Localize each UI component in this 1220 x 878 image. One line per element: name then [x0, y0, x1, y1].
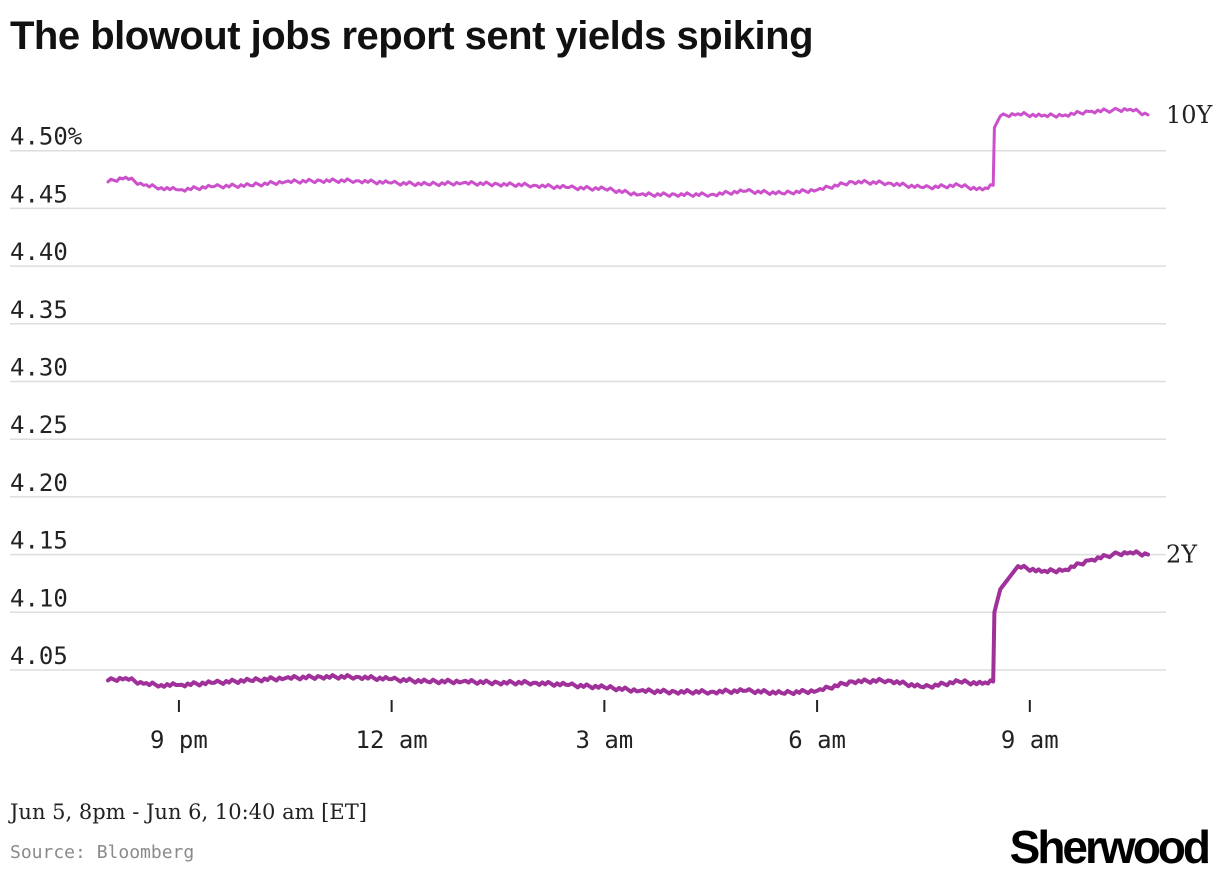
y-axis-ticks: 4.50% 4.45 4.40 4.35 4.30 4.25 4.20 4.15 4.10 4.0… — [10, 123, 83, 670]
sherwood-logo: Sherwood — [1009, 821, 1211, 873]
y-tick-label: 4.40 — [10, 238, 68, 266]
series-label-10y: 10Y — [1166, 101, 1214, 129]
y-tick-label: 4.10 — [10, 584, 68, 612]
source-note: Source: Bloomberg — [10, 842, 195, 863]
series-label-2y: 2Y — [1166, 541, 1198, 569]
y-tick-label: 4.45 — [10, 180, 68, 208]
x-axis-ticks: 9 pm 12 am 3 am 6 am 9 am — [150, 700, 1059, 754]
chart-title: The blowout jobs report sent yields spik… — [10, 14, 814, 58]
y-tick-label: 4.05 — [10, 642, 68, 670]
x-tick-label: 12 am — [356, 726, 428, 754]
y-tick-label: 4.20 — [10, 469, 68, 497]
y-tick-label: 4.35 — [10, 296, 68, 324]
x-tick-label: 6 am — [788, 726, 846, 754]
y-tick-label: 4.15 — [10, 527, 68, 555]
series-lines — [106, 106, 1150, 697]
x-tick-label: 3 am — [575, 726, 633, 754]
date-range-note: Jun 5, 8pm - Jun 6, 10:40 am [ET] — [10, 800, 367, 824]
x-tick-label: 9 pm — [150, 726, 208, 754]
x-tick-label: 9 am — [1001, 726, 1059, 754]
series-labels: 10Y 2Y — [1166, 101, 1214, 569]
y-tick-label: 4.50% — [10, 123, 83, 151]
series-line-10y — [106, 106, 1150, 198]
y-tick-label: 4.25 — [10, 411, 68, 439]
yield-line-chart: 4.50% 4.45 4.40 4.35 4.30 4.25 4.20 4.15 4.10 4.0… — [10, 101, 1214, 754]
grid-lines — [10, 149, 1166, 671]
series-line-2y — [106, 549, 1150, 697]
y-tick-label: 4.30 — [10, 354, 68, 382]
